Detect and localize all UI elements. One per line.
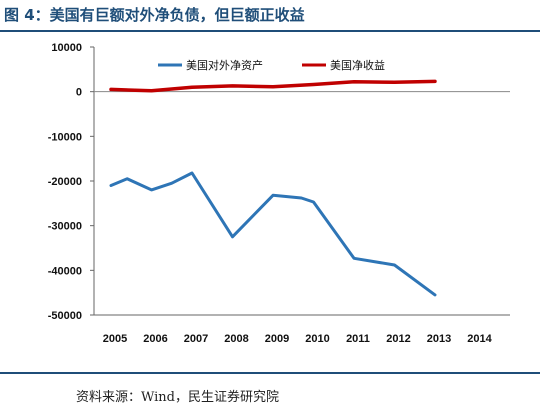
y-tick-label: 10000 — [51, 42, 82, 54]
footer-divider — [0, 372, 540, 374]
x-tick-label: 2011 — [346, 333, 370, 345]
x-axis-ticks: 2005 2006 2007 2008 2009 2010 2011 2012 2013 2014 — [103, 333, 493, 345]
x-tick-label: 2008 — [224, 333, 248, 345]
x-tick-label: 2005 — [103, 333, 127, 345]
x-tick-label: 2007 — [184, 333, 208, 345]
y-tick-label: -50000 — [48, 310, 82, 322]
y-axis-ticks: 10000 0 -10000 -20000 -30000 -40000 -50000 — [48, 42, 94, 322]
legend-label: 美国净收益 — [330, 58, 385, 72]
chart-legend: 美国对外净资产 美国净收益 — [158, 58, 385, 72]
y-tick-label: -10000 — [48, 131, 82, 143]
source-note: 资料来源：Wind，民生证券研究院 — [76, 390, 279, 405]
chart-series — [109, 79, 437, 297]
y-tick-label: -40000 — [48, 265, 82, 277]
series-line-net-income — [109, 79, 437, 93]
chart-title: 图 4：美国有巨额对外净负债，但巨额正收益 — [4, 6, 305, 24]
legend-label: 美国对外净资产 — [186, 58, 263, 72]
y-tick-label: 0 — [76, 87, 82, 99]
x-tick-label: 2009 — [265, 333, 289, 345]
y-tick-label: -20000 — [48, 176, 82, 188]
y-tick-label: -30000 — [48, 221, 82, 233]
x-tick-label: 2010 — [305, 333, 329, 345]
chart-axes — [93, 47, 510, 316]
line-chart: 10000 0 -10000 -20000 -30000 -40000 -50000 200… — [48, 42, 510, 345]
x-tick-label: 2013 — [427, 333, 451, 345]
x-tick-label: 2012 — [386, 333, 410, 345]
x-tick-label: 2014 — [467, 333, 492, 345]
x-tick-label: 2006 — [143, 333, 167, 345]
series-line-net-assets — [109, 171, 437, 297]
title-divider — [0, 30, 540, 32]
